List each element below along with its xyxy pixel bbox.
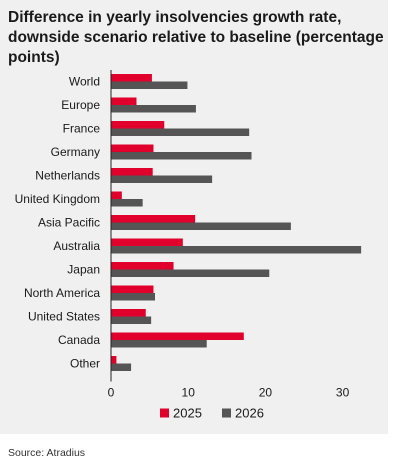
x-tick-label: 0: [108, 386, 115, 400]
category-label: France: [63, 122, 101, 136]
bar-2026: [111, 293, 156, 301]
category-label: Germany: [51, 145, 100, 159]
legend-label-2026: 2026: [235, 406, 264, 421]
bar-2026: [111, 269, 270, 277]
legend-label-2025: 2025: [173, 406, 202, 421]
category-label: World: [69, 75, 100, 89]
bar-2025: [111, 215, 196, 223]
bar-2026: [111, 81, 188, 89]
bar-2025: [111, 74, 152, 82]
x-tick-label: 20: [259, 386, 273, 400]
bar-2025: [111, 332, 244, 340]
bar-2026: [111, 246, 362, 254]
bar-2025: [111, 168, 153, 176]
legend-swatch-2025: [160, 408, 169, 418]
category-label: Asia Pacific: [38, 216, 100, 230]
category-label: Other: [70, 357, 100, 371]
bar-2026: [111, 152, 252, 160]
source-note: Source: Atradius: [8, 447, 86, 459]
category-label: North America: [24, 286, 100, 300]
bar-2026: [111, 199, 143, 207]
bar-2026: [111, 128, 250, 136]
chart-title: Difference in yearly insolvencies growth…: [8, 9, 384, 66]
category-label: Australia: [53, 239, 100, 253]
x-tick-label: 10: [182, 386, 196, 400]
category-label: Europe: [61, 98, 100, 112]
category-label: United Kingdom: [15, 192, 100, 206]
bar-2025: [111, 262, 174, 270]
bar-2025: [111, 144, 154, 152]
legend-swatch-2026: [222, 408, 231, 418]
bar-2025: [111, 238, 183, 246]
bar-2026: [111, 340, 207, 348]
category-label: United States: [28, 310, 100, 324]
x-tick-label: 30: [336, 386, 350, 400]
bar-2025: [111, 285, 154, 293]
bar-2026: [111, 316, 152, 324]
category-label: Netherlands: [35, 169, 100, 183]
bar-2025: [111, 356, 117, 364]
bar-2026: [111, 175, 213, 183]
bar-2026: [111, 222, 291, 230]
bar-2025: [111, 97, 137, 105]
category-label: Canada: [58, 333, 100, 347]
bar-2025: [111, 191, 122, 199]
bar-2025: [111, 309, 146, 317]
bar-2025: [111, 121, 165, 129]
bar-2026: [111, 363, 132, 371]
bar-2026: [111, 105, 196, 113]
category-label: Japan: [67, 263, 100, 277]
